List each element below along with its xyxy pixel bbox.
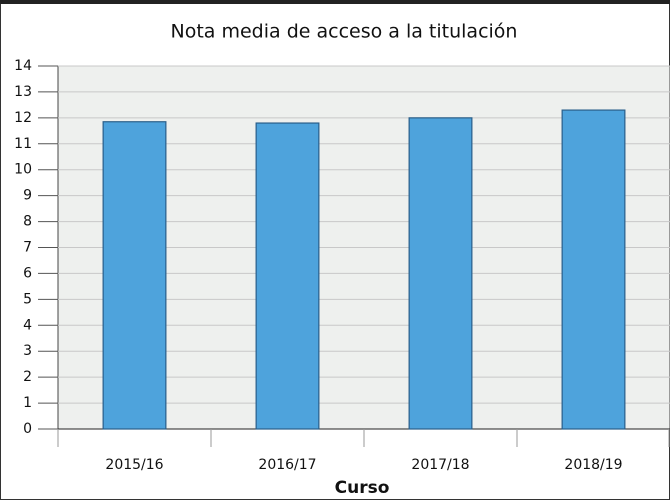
y-tick-label: 3 [23,343,32,359]
y-tick-label: 13 [14,84,32,100]
bar [561,109,626,430]
chart-title: Nota media de acceso a la titulación [171,21,518,43]
y-tick-label: 1 [23,395,32,411]
y-tick-label: 2 [23,369,32,385]
y-tick-label: 6 [23,265,32,281]
y-tick-label: 8 [23,214,32,230]
x-axis-label: Curso [335,478,390,498]
x-tick-label: 2018/19 [564,457,622,473]
y-tick-label: 9 [23,188,32,204]
y-tick-label: 5 [23,291,32,307]
top-bar [0,0,670,4]
bar [255,122,320,430]
x-tick-label: 2015/16 [105,457,163,473]
y-tick-label: 7 [23,240,32,256]
bar [102,121,167,430]
y-tick-label: 0 [23,421,32,437]
y-tick-label: 10 [14,162,32,178]
y-tick-label: 12 [14,110,32,126]
y-tick-label: 11 [14,136,32,152]
bar [408,117,473,430]
y-tick-label: 14 [14,58,32,74]
x-tick-label: 2017/18 [411,457,469,473]
x-tick-label: 2016/17 [258,457,316,473]
y-tick-label: 4 [23,317,32,333]
